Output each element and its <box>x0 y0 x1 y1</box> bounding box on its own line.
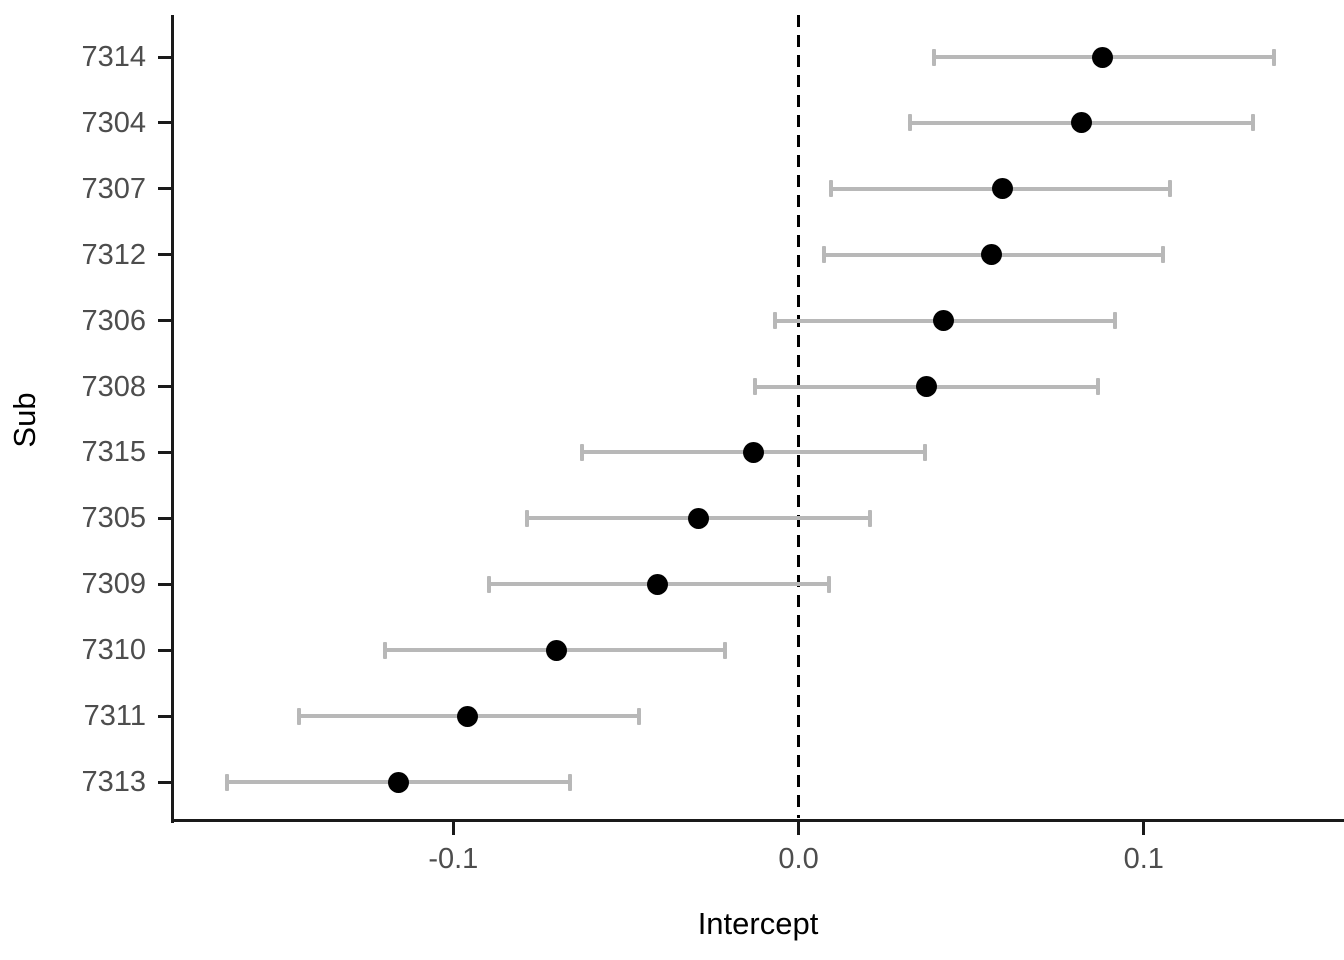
point-estimate <box>387 771 409 793</box>
error-bar-cap-left <box>224 773 229 791</box>
error-bar-cap-left <box>821 246 826 264</box>
error-bar-cap-left <box>908 114 913 132</box>
y-tick-label: 7315 <box>81 436 146 469</box>
y-axis-line <box>170 15 174 823</box>
x-tick-label: 0.1 <box>1123 843 1164 875</box>
x-tick-label: 0.0 <box>778 843 819 875</box>
error-bar-cap-right <box>1251 114 1256 132</box>
y-tick-mark <box>158 780 171 784</box>
point-estimate <box>1091 46 1113 68</box>
y-tick-label: 7306 <box>81 304 146 337</box>
x-axis-title: Intercept <box>697 906 819 941</box>
y-tick-label: 7314 <box>81 41 146 73</box>
y-tick-mark <box>158 319 171 323</box>
point-estimate <box>546 639 568 661</box>
point-estimate <box>915 376 937 398</box>
point-estimate <box>981 244 1003 266</box>
error-bar-cap-right <box>868 509 873 527</box>
error-bar-cap-right <box>1168 180 1173 198</box>
point-estimate <box>687 507 709 529</box>
zero-reference-line <box>797 15 801 818</box>
y-tick-mark <box>158 121 171 125</box>
y-tick-label: 7308 <box>81 370 146 403</box>
error-bar-cap-right <box>1161 246 1166 264</box>
y-tick-mark <box>158 648 171 652</box>
y-tick-mark <box>158 516 171 520</box>
error-bar-cap-left <box>383 641 388 659</box>
x-tick-mark <box>451 822 455 835</box>
x-tick-mark <box>797 822 801 835</box>
error-bar-cap-left <box>297 707 301 725</box>
y-tick-mark <box>158 55 171 59</box>
y-tick-label: 7313 <box>81 766 146 798</box>
point-estimate <box>933 310 955 332</box>
y-tick-mark <box>158 385 171 389</box>
error-bar-cap-right <box>723 641 728 659</box>
x-tick-label: -0.1 <box>428 843 479 875</box>
y-tick-label: 7309 <box>81 568 146 601</box>
y-tick-mark <box>158 450 171 454</box>
error-bar-cap-left <box>773 312 778 330</box>
y-tick-mark <box>158 582 171 586</box>
error-bar-cap-left <box>486 575 491 593</box>
y-tick-label: 7307 <box>81 172 146 205</box>
error-bar-cap-right <box>826 575 831 593</box>
y-tick-mark <box>158 187 171 191</box>
point-estimate <box>1071 112 1093 134</box>
error-bar-cap-right <box>1113 312 1118 330</box>
error-bar-cap-left <box>828 180 833 198</box>
error-bar-cap-right <box>923 443 928 461</box>
error-bar-cap-left <box>752 378 757 396</box>
error-bar-cap-right <box>636 707 641 725</box>
y-tick-label: 7304 <box>81 106 146 139</box>
y-tick-mark <box>158 253 171 257</box>
x-tick-mark <box>1142 822 1146 835</box>
error-bar-cap-right <box>1095 378 1100 396</box>
error-bar-cap-right <box>567 773 572 791</box>
point-estimate <box>991 178 1013 200</box>
y-tick-label: 7311 <box>83 700 146 733</box>
error-bar-cap-right <box>1271 48 1276 66</box>
error-bar-cap-left <box>580 443 585 461</box>
point-estimate <box>456 705 478 727</box>
error-bar-cap-left <box>524 509 529 527</box>
y-tick-label: 7312 <box>81 238 146 271</box>
y-tick-label: 7310 <box>81 634 146 667</box>
error-bar-cap-left <box>932 48 937 66</box>
point-estimate <box>646 573 668 595</box>
y-tick-label: 7305 <box>81 502 146 535</box>
point-estimate <box>743 441 765 463</box>
x-axis-line <box>170 819 1344 822</box>
y-tick-mark <box>158 714 171 718</box>
